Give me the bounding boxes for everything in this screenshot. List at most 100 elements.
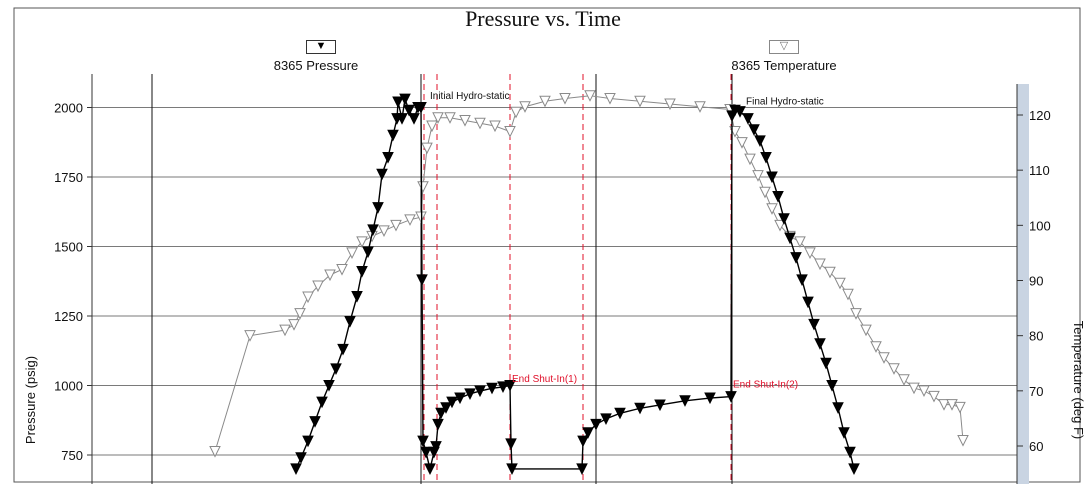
left-axis: 750 1000 1250 1500 1750 2000 (54, 101, 92, 463)
pressure-point (486, 382, 498, 395)
annotation-label: End Shut-In(2) (733, 380, 798, 391)
temperature-point (404, 214, 416, 226)
pressure-point (802, 296, 814, 309)
temperature-point (752, 170, 764, 182)
temperature-point (244, 330, 256, 342)
pressure-point (848, 463, 860, 476)
tick-label-y-1500: 1500 (54, 240, 83, 255)
temperature-point (634, 95, 646, 108)
pressure-point (838, 427, 850, 439)
temperature-legend-label: 8365 Temperature (731, 58, 837, 73)
temperature-point (814, 258, 826, 271)
pressure-point (600, 413, 612, 425)
y2-axis-label: Temperature (deg F) (1071, 321, 1086, 440)
pressure-point (504, 380, 516, 392)
pressure-point (814, 338, 826, 350)
annotation-label: Final Hydro-static (746, 97, 824, 108)
temperature-point (918, 385, 930, 397)
temperature-point (489, 120, 501, 133)
pressure-point (382, 152, 394, 164)
pressure-point (408, 113, 420, 125)
pressure-point (577, 435, 589, 448)
temperature-point (444, 112, 456, 124)
pressure-point (432, 418, 444, 431)
temperature-point (356, 236, 368, 249)
pressure-point (474, 385, 486, 398)
grid-lines (92, 107, 1017, 456)
pressure-point (844, 446, 856, 459)
right-axis: 60 70 80 90 100 110 120 (1017, 108, 1051, 454)
pressure-point (309, 416, 321, 428)
tick-label-y2-110: 110 (1029, 163, 1050, 178)
pressure-point (417, 435, 429, 448)
pressure-point (446, 396, 458, 409)
annotations: Initial Hydro-static Final Hydro-static En… (430, 91, 824, 391)
pressure-point (734, 106, 746, 118)
temperature-point (279, 324, 291, 337)
temperature-point (390, 219, 402, 232)
pressure-series (290, 93, 860, 476)
pressure-point (576, 463, 588, 476)
temperature-point (908, 382, 920, 395)
pressure-point (316, 396, 328, 409)
temperature-point (421, 142, 433, 155)
temperature-point (504, 126, 516, 138)
temperature-point (559, 92, 571, 105)
pressure-legend-marker: ▼ (306, 40, 336, 54)
temperature-point (774, 219, 786, 232)
temperature-point (694, 101, 706, 113)
tick-label-y2-120: 120 (1029, 108, 1051, 123)
pressure-point (396, 113, 408, 125)
temperature-point (209, 446, 221, 458)
temperature-point (804, 247, 816, 260)
temperature-point (604, 92, 616, 105)
tick-label-y-750: 750 (61, 448, 83, 463)
temperature-point (834, 277, 846, 290)
temperature-point (860, 324, 872, 337)
annotation-label: End Shut-In(1) (512, 374, 577, 385)
temperature-legend-icon: ▽ (779, 40, 789, 52)
temperature-point (294, 308, 306, 320)
temperature-point (417, 181, 429, 193)
pressure-point (772, 190, 784, 203)
temperature-point (842, 288, 854, 301)
pressure-point (808, 318, 820, 331)
tick-label-y-1750: 1750 (54, 170, 83, 185)
pressure-legend-label: 8365 Pressure (273, 58, 359, 73)
pressure-point (440, 402, 452, 414)
temperature-point (794, 236, 806, 249)
pressure-point (832, 402, 844, 414)
pressure-point (766, 171, 778, 184)
temperature-point (736, 137, 748, 149)
pressure-point (790, 252, 802, 264)
temperature-point (898, 374, 910, 386)
pressure-point (295, 452, 307, 464)
pressure-point (679, 395, 691, 407)
right-axis-strip (1017, 84, 1029, 484)
pressure-point (337, 343, 349, 356)
pressure-point (748, 124, 760, 136)
pressure-point (356, 266, 368, 278)
pressure-point (302, 435, 314, 448)
pressure-point (372, 202, 384, 214)
temperature-point (378, 225, 390, 237)
pressure-point (826, 380, 838, 392)
pressure-point (387, 129, 399, 142)
pressure-point (367, 224, 379, 236)
pressure-point (760, 152, 772, 164)
temperature-point (744, 153, 756, 166)
pressure-point (454, 392, 466, 405)
tick-label-y2-70: 70 (1029, 384, 1043, 399)
temperature-point (957, 434, 969, 447)
temperature-point (519, 101, 531, 113)
temperature-point (759, 186, 771, 199)
annotation-label: Initial Hydro-static (430, 91, 509, 102)
temperature-point (938, 399, 950, 411)
pressure-point (614, 407, 626, 420)
temperature-point (539, 95, 551, 108)
pressure-point (290, 463, 302, 476)
pressure-point (497, 381, 509, 394)
temperature-point (888, 363, 900, 375)
pressure-point (323, 380, 335, 392)
